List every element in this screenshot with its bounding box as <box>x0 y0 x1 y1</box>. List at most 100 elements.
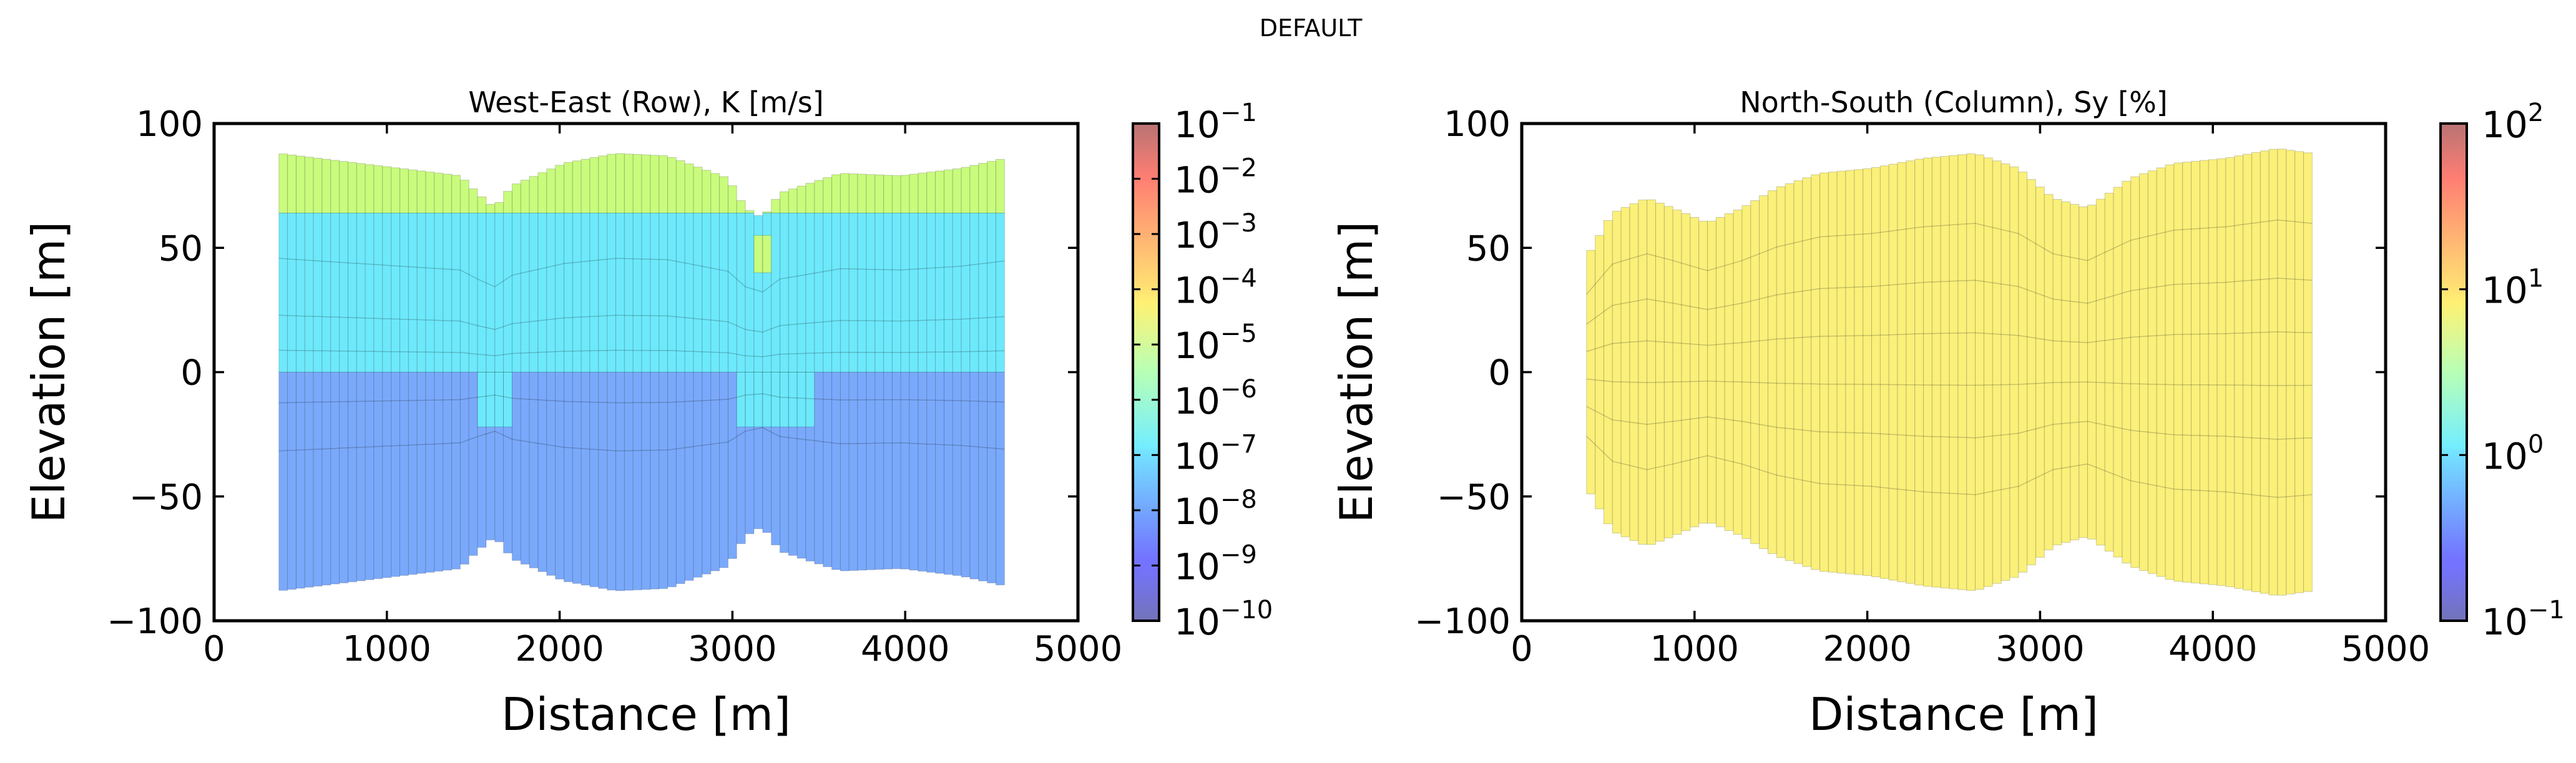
cell-lower-aquifer <box>632 372 642 591</box>
cell-lower-aquifer <box>546 372 556 576</box>
cell-lower-aquifer <box>987 372 997 583</box>
cell-uniform <box>1949 155 1959 590</box>
cell-uniform <box>1595 235 1604 510</box>
cell-window <box>762 235 772 273</box>
y-tick-label: 50 <box>1466 228 1511 269</box>
cell-uniform <box>1707 220 1717 524</box>
cell-upper-aquifer <box>891 212 901 372</box>
cell-uniform <box>2199 160 2209 585</box>
cell-top-layer <box>848 173 858 213</box>
cell-uniform <box>1940 155 1950 589</box>
cell-upper-aquifer <box>598 212 608 372</box>
cell-top-layer <box>909 173 919 213</box>
cell-lower-aquifer <box>874 372 884 570</box>
cell-lower-aquifer <box>926 372 936 573</box>
cell-lower-aquifer <box>356 372 366 581</box>
cell-uniform <box>1836 170 1846 574</box>
cell-upper-aquifer <box>719 212 728 372</box>
x-tick-label: 3000 <box>1996 629 2085 669</box>
cell-top-layer <box>710 173 720 213</box>
cell-lower-aquifer <box>667 372 677 588</box>
figure-title: DEFAULT <box>1260 14 1363 42</box>
cell-upper-aquifer <box>468 212 478 372</box>
cell-top-layer <box>564 162 573 213</box>
cell-uniform <box>1906 160 1916 584</box>
cell-upper-aquifer <box>572 212 582 372</box>
cell-top-layer <box>356 163 366 213</box>
cell-upper-aquifer <box>900 212 910 372</box>
cell-upper-aquifer <box>348 212 357 372</box>
cell-uniform <box>1828 172 1838 573</box>
cell-uniform <box>1966 153 1976 591</box>
cell-uniform <box>1811 174 1820 570</box>
cell-uniform <box>2139 173 2148 571</box>
cell-uniform <box>1672 209 1682 535</box>
y-tick-label: −100 <box>107 601 203 642</box>
cell-upper-aquifer <box>451 212 461 372</box>
cell-top-layer <box>866 174 876 213</box>
cell-upper-aquifer <box>434 212 444 372</box>
panel-title: West-East (Row), K [m/s] <box>468 85 823 119</box>
cell-lower-aquifer <box>321 372 331 586</box>
cell-lower-aquifer <box>943 372 953 575</box>
cell-uniform <box>1957 154 1967 590</box>
cell-top-layer <box>459 180 469 213</box>
x-tick-label: 3000 <box>688 629 777 669</box>
cell-top-layer <box>287 154 296 213</box>
cell-top-layer <box>745 210 755 213</box>
cell-lower-aquifer <box>848 372 858 571</box>
cell-uniform <box>2087 205 2097 540</box>
cell-upper-aquifer <box>780 212 789 372</box>
cell-top-layer <box>796 185 806 213</box>
cell-uniform <box>2079 206 2089 538</box>
cell-uniform <box>1655 203 1665 542</box>
cell-lower-aquifer <box>615 372 625 591</box>
cell-window <box>486 372 496 427</box>
y-tick-label: 0 <box>1488 353 1511 394</box>
cell-uniform <box>1888 163 1898 581</box>
y-tick-label: −50 <box>1437 477 1511 518</box>
layer-line-5 <box>1586 435 2313 498</box>
colorbar-tick-label: 10−1 <box>2482 596 2565 643</box>
x-tick-label: 0 <box>203 629 225 669</box>
cell-upper-aquifer <box>987 212 997 372</box>
cell-uniform <box>1733 209 1743 535</box>
cell-upper-aquifer <box>477 212 487 372</box>
cell-upper-aquifer <box>511 212 521 372</box>
layer-line-0 <box>278 258 1005 293</box>
cell-top-layer <box>304 157 314 213</box>
cell-top-layer <box>736 200 746 213</box>
cell-top-layer <box>382 166 392 213</box>
y-axis-label: Elevation [m] <box>22 221 75 523</box>
cell-lower-aquifer <box>702 372 712 575</box>
cell-upper-aquifer <box>659 212 668 372</box>
x-tick-label: 0 <box>1511 629 1533 669</box>
cell-upper-aquifer <box>943 212 953 372</box>
layer-line-0 <box>1586 219 2313 295</box>
cell-uniform <box>2182 162 2192 583</box>
cell-top-layer <box>546 168 556 213</box>
y-tick-label: −100 <box>1414 601 1511 642</box>
x-tick-label: 5000 <box>1034 629 1123 669</box>
cell-top-layer <box>675 160 685 213</box>
cell-upper-aquifer <box>589 212 599 372</box>
colorbar-gradient <box>1133 124 1159 621</box>
colorbar-tick-label: 10−10 <box>1174 596 1273 643</box>
cell-top-layer <box>451 175 461 213</box>
cell-upper-aquifer <box>330 212 340 372</box>
cell-uniform <box>1879 165 1889 579</box>
cell-uniform <box>2294 151 2304 593</box>
cell-top-layer <box>503 191 512 213</box>
cell-uniform <box>1663 206 1673 538</box>
cell-upper-aquifer <box>287 212 296 372</box>
cell-top-layer <box>416 170 426 213</box>
cell-lower-aquifer <box>831 372 841 570</box>
cell-lower-aquifer <box>891 372 901 570</box>
cell-top-layer <box>313 158 323 213</box>
cell-top-layer <box>632 153 642 213</box>
cell-window <box>753 372 763 427</box>
cell-top-layer <box>727 185 737 213</box>
cell-uniform <box>1871 167 1881 578</box>
cell-lower-aquifer <box>659 372 668 590</box>
cell-top-layer <box>780 191 789 213</box>
